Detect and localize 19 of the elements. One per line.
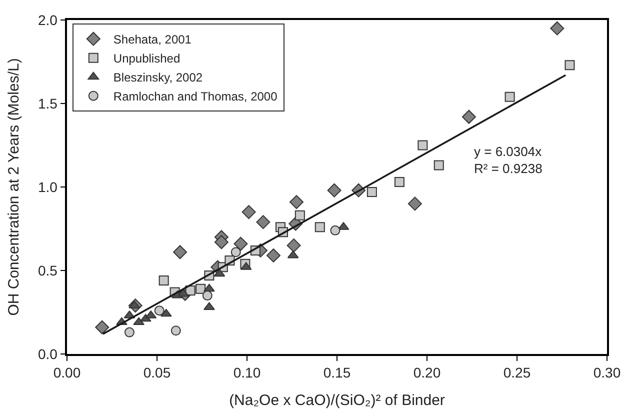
y-tick-label: 0.5 xyxy=(38,262,58,278)
legend-label: Shehata, 2001 xyxy=(113,32,192,47)
annotation: y = 6.0304x R² = 0.9238 xyxy=(474,144,542,176)
x-tick-label: 0.05 xyxy=(143,364,171,381)
x-tick-label: 0.00 xyxy=(53,364,81,381)
legend-label: Ramlochan and Thomas, 2000 xyxy=(113,90,278,104)
y-tick-label: 1.0 xyxy=(38,178,58,195)
x-axis-title: (Na₂Oe x CaO)/(SiO₂)² of Binder xyxy=(229,392,445,410)
x-tick-label: 0.15 xyxy=(323,364,351,381)
x-tick-label: 0.25 xyxy=(503,364,531,381)
y-tick-label: 2.0 xyxy=(38,12,58,28)
y-tick-label: 0.0 xyxy=(38,346,58,362)
x-tick-label: 0.20 xyxy=(413,364,441,381)
legend-label: Bleszinsky, 2002 xyxy=(113,70,203,85)
x-tick-label: 0.10 xyxy=(233,364,261,381)
legend-label: Unpublished xyxy=(113,52,180,66)
y-axis-title: OH Concentration at 2 Years (Moles/L) xyxy=(6,58,23,316)
y-tick-label: 1.5 xyxy=(38,95,58,112)
x-tick-label: 0.30 xyxy=(593,364,621,381)
